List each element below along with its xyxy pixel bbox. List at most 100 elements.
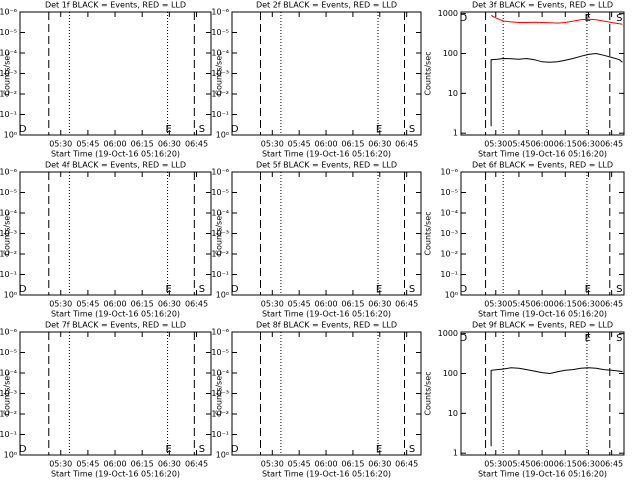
x-tick-label: 06:15: [341, 140, 364, 149]
chart-title: Det 6f BLACK = Events, RED = LLD: [472, 161, 613, 170]
chart-title: Det 3f BLACK = Events, RED = LLD: [472, 1, 613, 10]
y-tick-label: 10⁻⁴: [0, 49, 17, 58]
x-tick-label: 06:00: [315, 300, 338, 309]
x-tick-label: 06:00: [104, 300, 127, 309]
event-marker: E: [376, 124, 382, 135]
y-axis-label: Counts/sec: [424, 371, 433, 415]
y-tick-label: 10⁻²: [211, 90, 229, 99]
y-tick-label: 10⁻⁵: [211, 28, 229, 37]
y-tick-label: 10⁻⁶: [211, 328, 229, 337]
y-tick-label: 10⁻¹: [0, 270, 17, 279]
x-tick-label: 05:30: [484, 460, 507, 469]
y-tick-label: 100: [443, 369, 458, 378]
event-marker: E: [165, 284, 171, 295]
x-tick-label: 06:15: [554, 460, 577, 469]
event-marker: S: [199, 444, 205, 455]
y-axis-label: Counts/sec: [3, 51, 12, 95]
x-tick-label: 06:30: [577, 140, 600, 149]
data-line: [490, 367, 623, 447]
x-tick-label: 06:15: [554, 140, 577, 149]
x-tick-label: 06:00: [104, 460, 127, 469]
x-tick-label: 06:00: [531, 300, 554, 309]
y-tick-label: 10⁻¹: [211, 110, 229, 119]
y-tick-label: 10⁻¹: [440, 270, 458, 279]
x-tick-label: 06:45: [185, 460, 208, 469]
x-tick-label: 05:30: [261, 140, 284, 149]
y-tick-label: 10⁻⁴: [0, 369, 17, 378]
x-tick-label: 06:30: [577, 460, 600, 469]
event-marker: E: [585, 333, 591, 344]
x-axis-label: Start Time (19-Oct-16 05:16:20): [51, 470, 180, 479]
chart-title: Det 7f BLACK = Events, RED = LLD: [45, 321, 186, 330]
x-tick-label: 06:15: [131, 460, 154, 469]
y-tick-label: 10⁻²: [0, 410, 17, 419]
x-axis-label: Start Time (19-Oct-16 05:16:20): [478, 150, 607, 159]
x-tick-label: 05:30: [261, 300, 284, 309]
event-marker: D: [19, 124, 27, 135]
y-tick-label: 10⁻³: [440, 229, 458, 238]
y-tick-label: 10: [448, 89, 458, 98]
x-tick-label: 05:30: [49, 300, 72, 309]
x-tick-label: 05:30: [49, 140, 72, 149]
event-marker: D: [459, 284, 467, 295]
x-tick-label: 05:45: [288, 460, 311, 469]
x-tick-label: 06:30: [158, 140, 181, 149]
y-axis-label: Counts/sec: [424, 211, 433, 255]
y-tick-label: 10⁻¹: [211, 270, 229, 279]
y-tick-label: 1: [453, 129, 458, 138]
y-tick-label: 10⁻⁵: [0, 28, 17, 37]
event-marker: E: [376, 284, 382, 295]
x-tick-label: 06:30: [368, 300, 391, 309]
y-tick-label: 10⁻³: [0, 69, 17, 78]
y-tick-label: 10⁰: [445, 291, 458, 300]
y-tick-label: 10⁰: [216, 451, 229, 460]
x-tick-label: 06:45: [185, 140, 208, 149]
y-tick-label: 10⁻⁵: [211, 188, 229, 197]
y-tick-label: 10⁻⁵: [0, 188, 17, 197]
y-axis-label: Counts/sec: [215, 211, 224, 255]
y-tick-label: 10⁻⁴: [211, 49, 229, 58]
event-marker: S: [616, 13, 622, 24]
event-marker: D: [459, 333, 467, 344]
y-tick-label: 10⁰: [4, 451, 17, 460]
y-tick-label: 10⁻⁵: [211, 348, 229, 357]
x-tick-label: 06:30: [577, 300, 600, 309]
y-tick-label: 10⁻⁴: [211, 209, 229, 218]
x-tick-label: 05:45: [507, 140, 530, 149]
chart-title: Det 1f BLACK = Events, RED = LLD: [45, 1, 186, 10]
data-line: [490, 52, 623, 127]
y-axis-label: Counts/sec: [3, 211, 12, 255]
y-tick-label: 10⁻²: [0, 250, 17, 259]
x-axis-label: Start Time (19-Oct-16 05:16:20): [262, 470, 391, 479]
event-marker: E: [165, 444, 171, 455]
y-axis-label: Counts/sec: [215, 371, 224, 415]
event-marker: E: [585, 13, 591, 24]
x-tick-label: 06:45: [600, 460, 623, 469]
y-tick-label: 1: [453, 449, 458, 458]
y-tick-label: 10⁰: [4, 131, 17, 140]
y-axis-label: Counts/sec: [215, 51, 224, 95]
x-tick-label: 06:45: [395, 300, 418, 309]
y-tick-label: 10⁻¹: [0, 110, 17, 119]
y-tick-label: 10⁻⁶: [211, 168, 229, 177]
x-tick-label: 06:00: [531, 140, 554, 149]
x-tick-label: 06:00: [315, 140, 338, 149]
x-axis-label: Start Time (19-Oct-16 05:16:20): [262, 310, 391, 319]
x-tick-label: 06:45: [395, 140, 418, 149]
y-tick-label: 10⁻³: [0, 229, 17, 238]
x-tick-label: 06:30: [368, 140, 391, 149]
event-marker: S: [616, 333, 622, 344]
event-marker: S: [199, 284, 205, 295]
x-tick-label: 06:45: [395, 460, 418, 469]
x-tick-label: 06:45: [185, 300, 208, 309]
x-tick-label: 05:30: [49, 460, 72, 469]
y-tick-label: 10⁻⁴: [0, 209, 17, 218]
x-tick-label: 05:45: [507, 300, 530, 309]
event-marker: D: [231, 124, 239, 135]
y-tick-label: 10⁻²: [440, 250, 458, 259]
y-tick-label: 10⁻⁶: [211, 8, 229, 17]
x-axis-label: Start Time (19-Oct-16 05:16:20): [262, 150, 391, 159]
y-tick-label: 10⁻⁵: [440, 188, 458, 197]
y-tick-label: 10⁻²: [211, 410, 229, 419]
y-tick-label: 10⁻⁶: [0, 168, 17, 177]
